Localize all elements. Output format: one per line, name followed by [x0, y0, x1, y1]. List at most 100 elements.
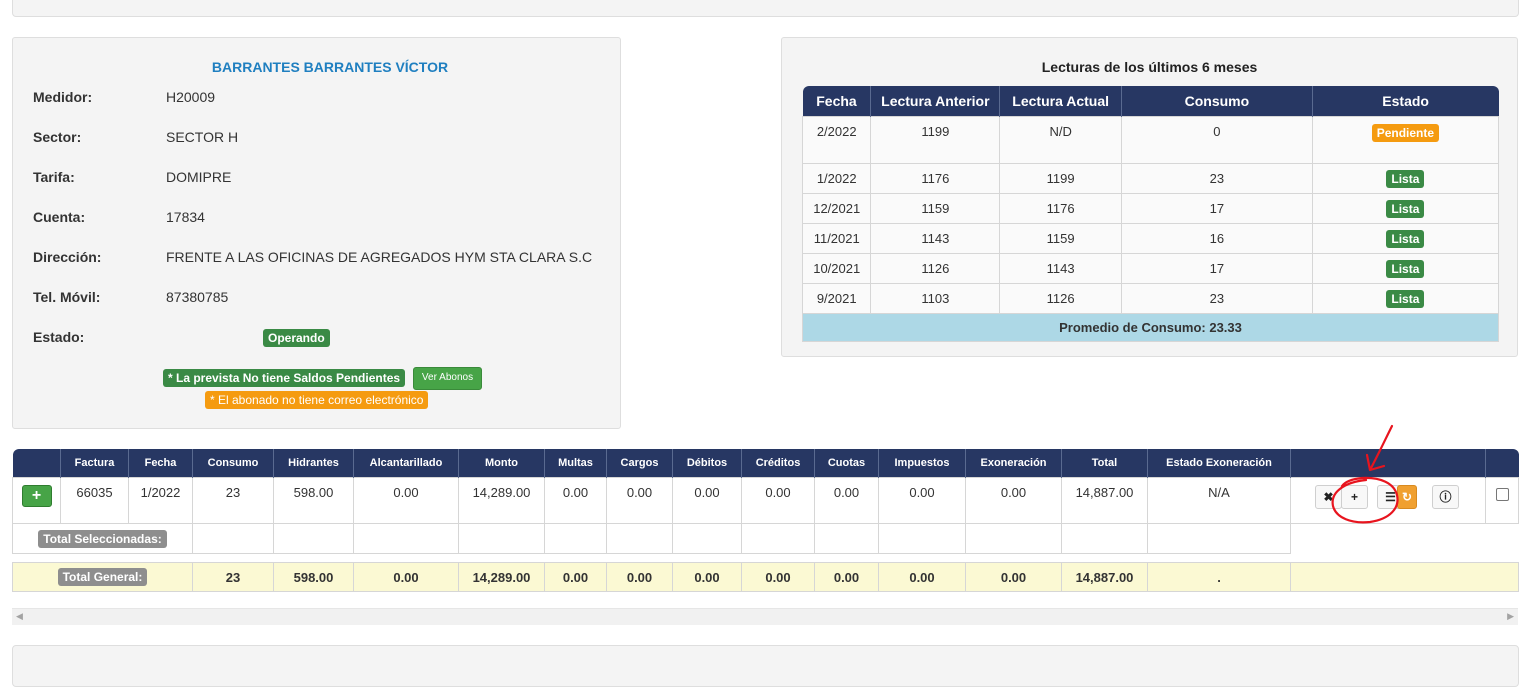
- spacer-cell: [12, 553, 1519, 563]
- general-total: 14,887.00: [1061, 562, 1148, 592]
- refresh-button[interactable]: ↻: [1397, 485, 1417, 509]
- reading-fecha: 10/2021: [801, 253, 872, 284]
- top-panel: [12, 0, 1519, 17]
- cell-alcantarillado: 0.00: [353, 477, 459, 524]
- bottom-panel: [12, 645, 1519, 687]
- col-add: [12, 449, 61, 478]
- empty-cell: [1061, 523, 1148, 554]
- state-badge: Operando: [263, 329, 330, 347]
- client-name: BARRANTES BARRANTES VÍCTOR: [211, 59, 449, 75]
- total-selected-label-cell: Total Seleccionadas:: [12, 523, 193, 554]
- reading-anterior: 1159: [870, 193, 1001, 224]
- table-row: + 66035 1/2022 23 598.00 0.00 14,289.00 …: [12, 477, 1519, 524]
- reading-consumo: 17: [1121, 193, 1313, 224]
- add-cell: +: [12, 477, 61, 524]
- empty-cell: [1485, 523, 1519, 554]
- tariff-value: DOMIPRE: [166, 169, 232, 185]
- general-creditos: 0.00: [741, 562, 815, 592]
- empty-cell: [672, 523, 742, 554]
- col-consumo: Consumo: [192, 449, 274, 478]
- col-actions: [1290, 449, 1486, 478]
- invoices-section: Factura Fecha Consumo Hidrantes Alcantar…: [12, 449, 1519, 592]
- general-hidrantes: 598.00: [273, 562, 354, 592]
- meter-value: H20009: [166, 89, 216, 105]
- cell-cargos: 0.00: [606, 477, 673, 524]
- general-debitos: 0.00: [672, 562, 742, 592]
- account-value: 17834: [166, 209, 205, 225]
- scroll-left-icon[interactable]: ◀: [16, 611, 23, 621]
- info-icon: ⓘ: [1439, 490, 1452, 504]
- general-cargos: 0.00: [606, 562, 673, 592]
- plus-icon: +: [31, 487, 42, 504]
- general-estado-exoneracion: .: [1147, 562, 1291, 592]
- reading-row: 10/2021 1126 1143 17 Lista: [801, 253, 1500, 284]
- cell-debitos: 0.00: [672, 477, 742, 524]
- empty-cell: [273, 523, 354, 554]
- cell-fecha: 1/2022: [128, 477, 193, 524]
- reading-fecha: 12/2021: [801, 193, 872, 224]
- phone-value: 87380785: [166, 289, 229, 305]
- add-button[interactable]: +: [1341, 485, 1368, 509]
- status-badge: Lista: [1386, 169, 1425, 188]
- cell-monto: 14,289.00: [458, 477, 545, 524]
- sector-value: SECTOR H: [166, 129, 239, 145]
- general-impuestos: 0.00: [878, 562, 966, 592]
- col-select: [1485, 449, 1519, 478]
- cell-estado-exoneracion: N/A: [1147, 477, 1291, 524]
- status-badge: Lista: [1386, 199, 1425, 218]
- total-general-row: Total General: 23 598.00 0.00 14,289.00 …: [12, 562, 1519, 592]
- general-cuotas: 0.00: [814, 562, 879, 592]
- cell-factura: 66035: [60, 477, 129, 524]
- reading-fecha: 9/2021: [801, 283, 872, 314]
- cell-total: 14,887.00: [1061, 477, 1148, 524]
- col-multas: Multas: [544, 449, 607, 478]
- info-button[interactable]: ⓘ: [1432, 485, 1459, 509]
- empty-cell: [1147, 523, 1291, 554]
- reading-actual: 1126: [999, 283, 1123, 314]
- empty-cell: [965, 523, 1062, 554]
- phone-label: Tel. Móvil:: [33, 289, 101, 305]
- state-label: Estado:: [33, 329, 85, 345]
- email-notice: * El abonado no tiene correo electrónico: [205, 391, 429, 409]
- scroll-right-icon[interactable]: ▶: [1507, 611, 1514, 621]
- address-label: Dirección:: [33, 249, 102, 265]
- col-alcantarillado: Alcantarillado: [353, 449, 459, 478]
- empty-cell: [741, 523, 815, 554]
- account-label: Cuenta:: [33, 209, 86, 225]
- ver-abonos-button[interactable]: Ver Abonos: [413, 367, 482, 390]
- row-checkbox[interactable]: [1495, 488, 1509, 501]
- total-general-label-cell: Total General:: [12, 562, 193, 592]
- readings-title: Lecturas de los últimos 6 meses: [1041, 59, 1258, 75]
- delete-button[interactable]: ✖: [1315, 485, 1342, 509]
- reading-row: 1/2022 1176 1199 23 Lista: [801, 163, 1500, 194]
- general-exoneracion: 0.00: [965, 562, 1062, 592]
- reading-row: 2/2022 1199 N/D 0 Pendiente: [801, 116, 1500, 164]
- col-monto: Monto: [458, 449, 545, 478]
- reading-estado-cell: Pendiente: [1311, 116, 1500, 164]
- reading-consumo: 0: [1121, 116, 1313, 164]
- sector-label: Sector:: [33, 129, 82, 145]
- empty-cell: [192, 523, 274, 554]
- col-cargos: Cargos: [606, 449, 673, 478]
- reading-estado-cell: Lista: [1311, 283, 1500, 314]
- add-invoice-button[interactable]: +: [21, 485, 52, 507]
- status-badge: Pendiente: [1371, 124, 1440, 142]
- close-icon: ✖: [1323, 490, 1334, 504]
- readings-panel: Lecturas de los últimos 6 meses Fecha Le…: [781, 37, 1518, 357]
- average-consumption: Promedio de Consumo: 23.33: [802, 313, 1499, 342]
- client-info-panel: BARRANTES BARRANTES VÍCTOR Medidor: H200…: [12, 37, 621, 429]
- empty-cell: [814, 523, 879, 554]
- total-selected-label: Total Seleccionadas:: [38, 529, 167, 548]
- horizontal-scrollbar[interactable]: ◀ ▶: [12, 608, 1518, 625]
- reading-fecha: 11/2021: [801, 223, 872, 254]
- reading-consumo: 17: [1121, 253, 1313, 284]
- col-creditos: Créditos: [741, 449, 815, 478]
- list-icon: ☰: [1385, 490, 1396, 504]
- col-factura: Factura: [60, 449, 129, 478]
- col-impuestos: Impuestos: [878, 449, 966, 478]
- reading-anterior: 1199: [870, 116, 1001, 164]
- general-empty: [1290, 562, 1519, 592]
- reading-actual: 1199: [999, 163, 1123, 194]
- reading-anterior: 1143: [870, 223, 1001, 254]
- general-consumo: 23: [192, 562, 274, 592]
